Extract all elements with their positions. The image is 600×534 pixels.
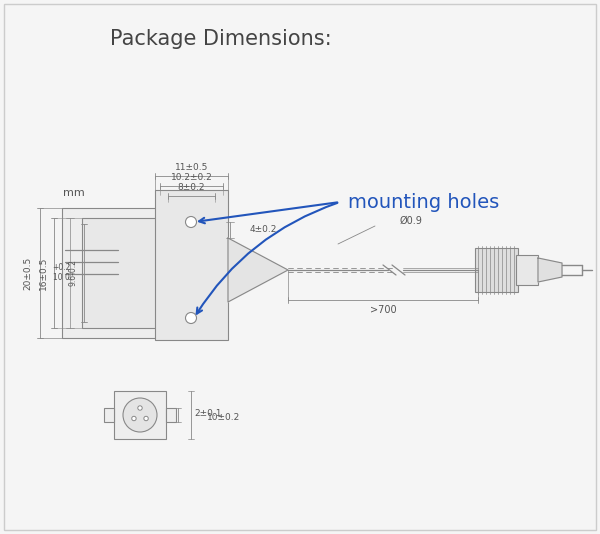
Text: 10 0: 10 0	[53, 273, 70, 282]
Bar	[516, 255, 538, 285]
Text: 10±0.2: 10±0.2	[207, 412, 240, 421]
Bar	[104, 408, 114, 422]
Bar	[475, 248, 518, 292]
Text: Ø0.9: Ø0.9	[400, 216, 423, 226]
Text: 11±0.5: 11±0.5	[175, 162, 208, 171]
Text: >700: >700	[370, 305, 397, 315]
Text: mm: mm	[63, 188, 85, 198]
Text: Package Dimensions:: Package Dimensions:	[110, 29, 332, 49]
Text: +0.2: +0.2	[52, 263, 70, 271]
Circle shape	[185, 216, 197, 227]
Bar	[82, 218, 162, 328]
Circle shape	[185, 312, 197, 324]
Text: mounting holes: mounting holes	[348, 192, 499, 211]
Bar	[62, 208, 162, 338]
Text: 4±0.2: 4±0.2	[250, 225, 277, 234]
Polygon shape	[538, 258, 562, 282]
Polygon shape	[228, 238, 288, 302]
Text: 8±0.2: 8±0.2	[178, 184, 205, 192]
Circle shape	[132, 417, 136, 421]
Text: 10.2±0.2: 10.2±0.2	[170, 172, 212, 182]
Text: 2±0.1: 2±0.1	[194, 409, 221, 418]
Circle shape	[123, 398, 157, 432]
Text: 9.6-0.2: 9.6-0.2	[68, 260, 77, 286]
Bar	[155, 190, 228, 340]
Circle shape	[144, 417, 148, 421]
Circle shape	[138, 406, 142, 410]
Text: 20±0.5: 20±0.5	[23, 256, 32, 289]
Text: 16±0.5: 16±0.5	[38, 256, 47, 289]
Bar	[166, 408, 176, 422]
Bar	[114, 391, 166, 439]
